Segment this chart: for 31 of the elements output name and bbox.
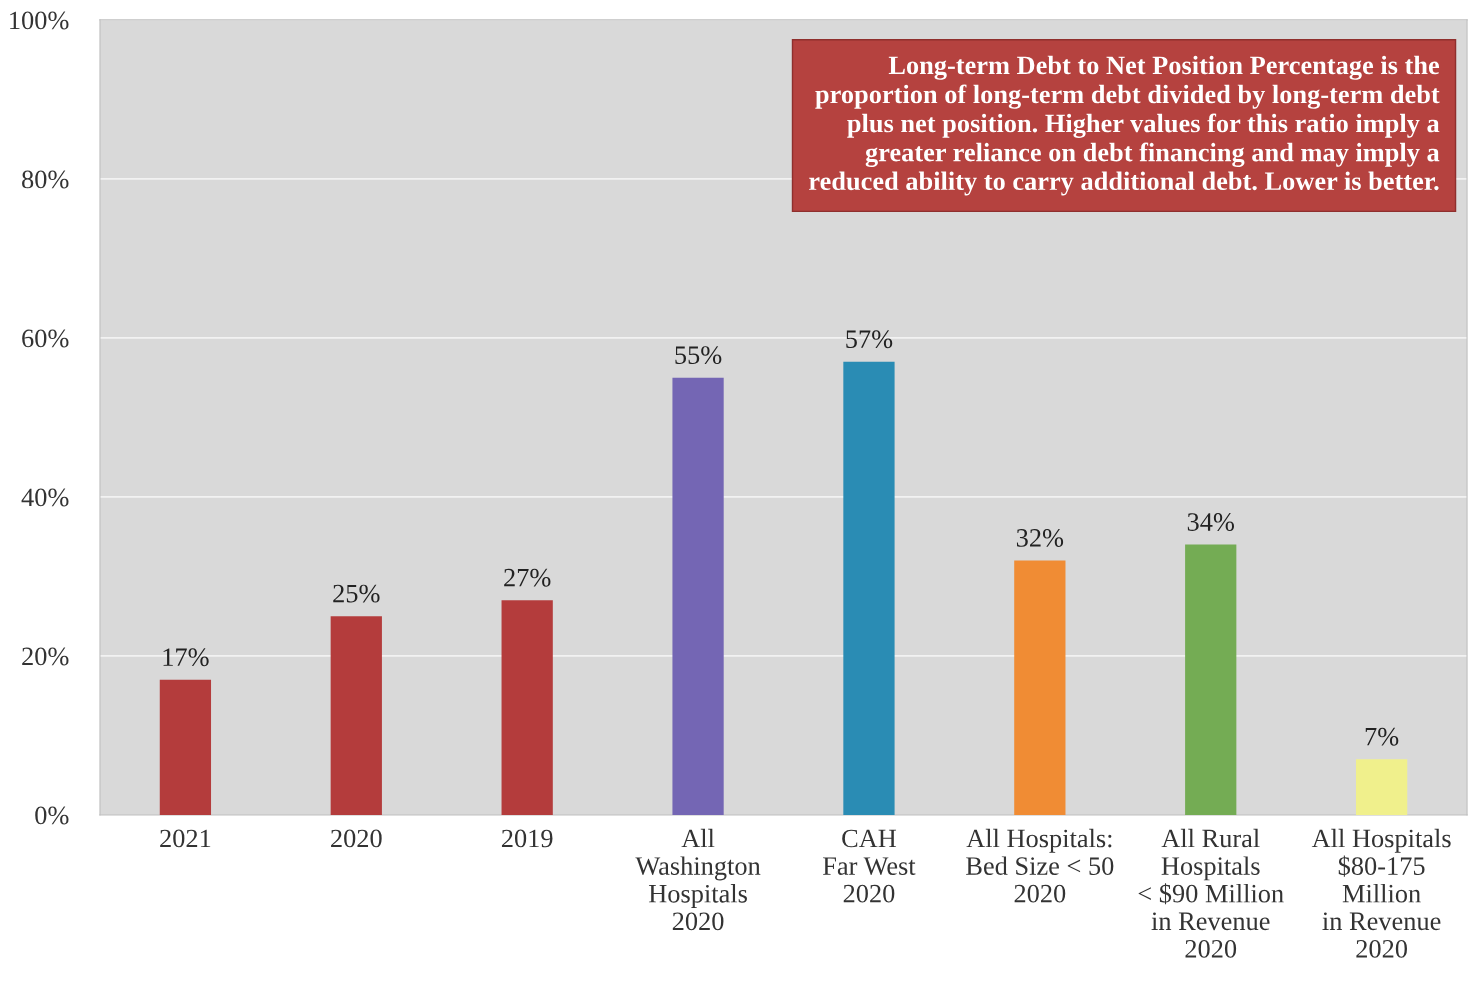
data-label: 55% <box>675 346 722 365</box>
bar <box>843 361 895 815</box>
bar <box>501 600 553 815</box>
x-tick-label: CAH Far West 2020 <box>823 829 916 903</box>
x-tick-label: 2021 <box>160 829 211 848</box>
y-tick-label: 40% <box>21 488 69 507</box>
bar <box>159 679 212 815</box>
annotation: Long-term Debt to Net Position Percentage is the proportion of long-term debt divided by long-term debt plus net position. Higher values for this ratio imply a greater reliance on debt financing and may imply a reduced ability to carry additional debt. Lower is better. <box>809 55 1440 196</box>
x-tick-label: All Hospitals: Bed Size < 50 2020 <box>966 828 1114 903</box>
x-tick-label: 2020 <box>331 829 382 848</box>
bar <box>330 616 382 815</box>
bar <box>1014 560 1066 815</box>
data-label: 57% <box>846 330 893 349</box>
y-tick-label: 20% <box>22 647 69 666</box>
x-tick-label: 2019 <box>501 829 553 848</box>
data-label: 25% <box>333 584 380 603</box>
data-label: 27% <box>504 568 551 587</box>
data-label: 34% <box>1187 513 1235 531</box>
bar <box>672 377 724 815</box>
y-tick-label: 0% <box>35 806 69 825</box>
data-label: 32% <box>1016 529 1064 547</box>
y-tick-label: 60% <box>22 329 69 348</box>
y-tick-label: 100% <box>10 11 69 30</box>
bar <box>1355 759 1408 815</box>
x-tick-label: All Washington Hospitals 2020 <box>635 828 761 931</box>
data-label: 7% <box>1365 727 1399 746</box>
x-tick-label: All Rural Hospitals < $90 Million in Revenue 2020 <box>1138 828 1284 958</box>
bar <box>1185 544 1237 815</box>
y-tick-label: 80% <box>22 170 69 189</box>
data-label: 17% <box>163 648 209 667</box>
x-tick-label: All Hospitals $80-175 Million in Revenue 2020 <box>1311 828 1451 958</box>
